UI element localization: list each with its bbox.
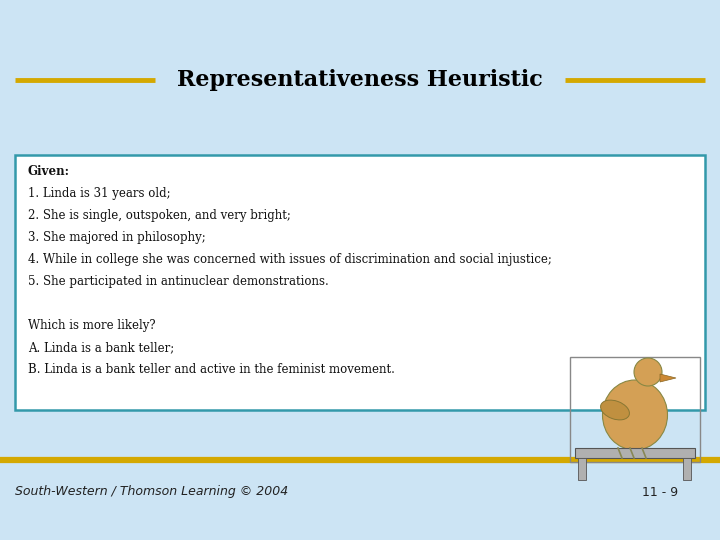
- Polygon shape: [660, 374, 676, 382]
- Ellipse shape: [603, 380, 667, 450]
- Bar: [683, 458, 691, 480]
- Text: 3. She majored in philosophy;: 3. She majored in philosophy;: [28, 231, 206, 244]
- Bar: [578, 458, 586, 480]
- Text: 5. She participated in antinuclear demonstrations.: 5. She participated in antinuclear demon…: [28, 275, 329, 288]
- Text: Representativeness Heuristic: Representativeness Heuristic: [177, 69, 543, 91]
- Text: Given:: Given:: [28, 165, 70, 178]
- Text: South-Western / Thomson Learning © 2004: South-Western / Thomson Learning © 2004: [15, 485, 288, 498]
- Text: 1. Linda is 31 years old;: 1. Linda is 31 years old;: [28, 187, 171, 200]
- FancyBboxPatch shape: [15, 155, 705, 410]
- Ellipse shape: [600, 400, 629, 420]
- Text: 4. While in college she was concerned with issues of discrimination and social i: 4. While in college she was concerned wi…: [28, 253, 552, 266]
- Text: 2. She is single, outspoken, and very bright;: 2. She is single, outspoken, and very br…: [28, 209, 291, 222]
- Text: B. Linda is a bank teller and active in the feminist movement.: B. Linda is a bank teller and active in …: [28, 363, 395, 376]
- Text: 11 - 9: 11 - 9: [642, 485, 678, 498]
- Ellipse shape: [634, 358, 662, 386]
- Text: A. Linda is a bank teller;: A. Linda is a bank teller;: [28, 341, 174, 354]
- Bar: [575, 448, 695, 458]
- Text: Which is more likely?: Which is more likely?: [28, 319, 156, 332]
- Bar: [570, 357, 700, 462]
